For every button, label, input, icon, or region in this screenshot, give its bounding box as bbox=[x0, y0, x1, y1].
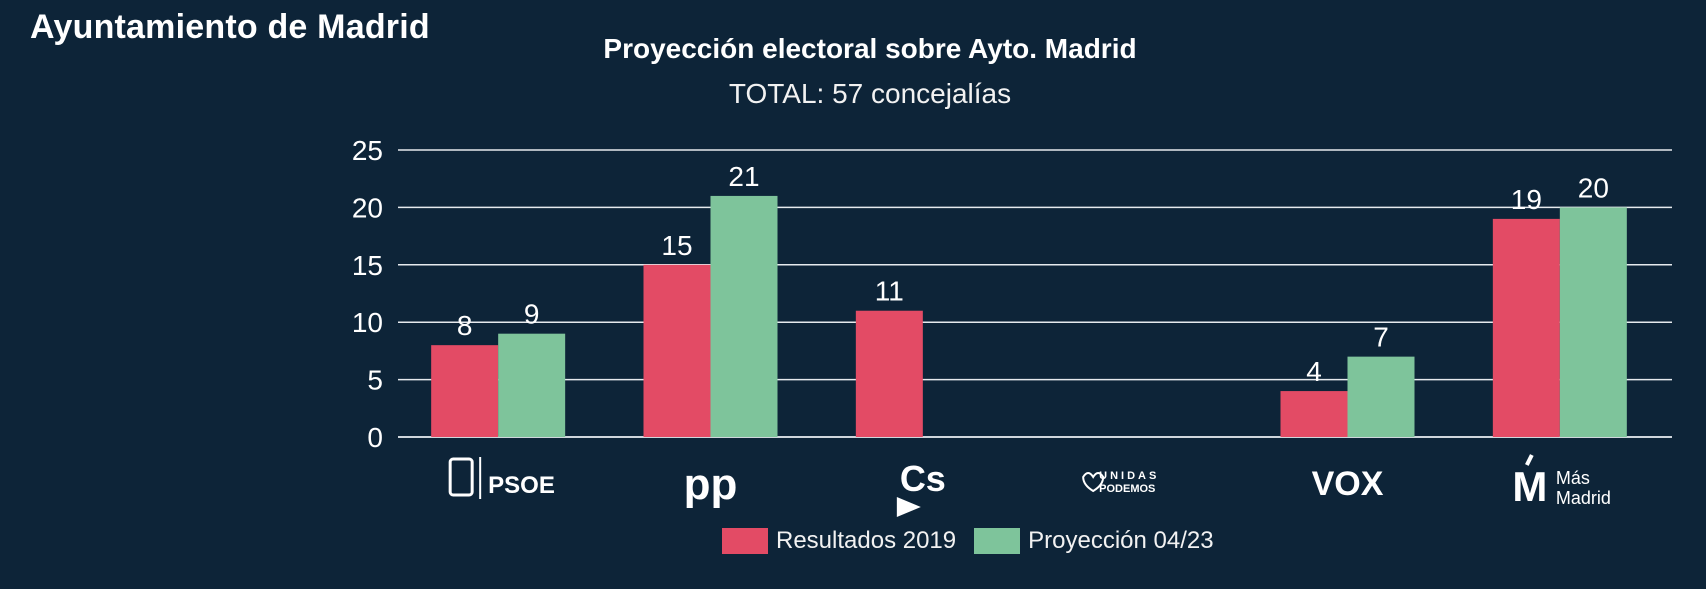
mas-text: Más bbox=[1556, 468, 1590, 488]
legend-swatch-proyeccion-04-23 bbox=[974, 528, 1021, 554]
unidas-text: UNIDAS bbox=[1099, 470, 1159, 482]
heart-icon bbox=[1082, 472, 1105, 493]
data-label: 11 bbox=[875, 276, 904, 307]
data-label: 21 bbox=[728, 161, 759, 192]
bar-psoe-series-1 bbox=[498, 333, 566, 437]
legend-label-resultados-2019: Resultados 2019 bbox=[776, 527, 957, 554]
madrid-text: Madrid bbox=[1556, 488, 1611, 508]
mas-madrid-m-icon: M bbox=[1512, 463, 1547, 510]
y-tick-label: 15 bbox=[352, 250, 383, 281]
psoe-rose-icon bbox=[448, 457, 474, 497]
bar-pp-series-0 bbox=[643, 264, 711, 437]
pp-logo: pp bbox=[684, 460, 738, 509]
data-label: 4 bbox=[1306, 356, 1322, 387]
cs-logo: Cs bbox=[896, 458, 946, 517]
bar-psoe-series-0 bbox=[431, 345, 499, 437]
data-label: 20 bbox=[1578, 172, 1609, 203]
data-label: 19 bbox=[1511, 184, 1542, 215]
vox-logo: VOX bbox=[1312, 465, 1384, 503]
y-tick-label: 20 bbox=[352, 192, 383, 223]
cs-logo-text: Cs bbox=[900, 458, 946, 499]
bar-chart: 0 5 10 15 20 25 8 9 15 21 11 4 7 19 20 PSOE pp Cs UNIDASPO… bbox=[352, 135, 1672, 517]
cs-triangle-icon bbox=[896, 497, 921, 517]
bar-pp-series-1 bbox=[710, 195, 778, 437]
y-tick-label: 25 bbox=[352, 135, 383, 166]
chart-title: Proyección electoral sobre Ayto. Madrid bbox=[603, 33, 1137, 64]
bar-cs-series-0 bbox=[855, 310, 923, 437]
psoe-logo-text: PSOE bbox=[488, 472, 555, 499]
legend-item-resultados-2019: Resultados 2019 bbox=[722, 527, 956, 555]
mas-madrid-accent bbox=[1525, 454, 1534, 466]
bar-vox-series-0 bbox=[1280, 391, 1348, 437]
bar-vox-series-1 bbox=[1347, 356, 1415, 437]
y-tick-label: 0 bbox=[367, 422, 383, 453]
psoe-logo: PSOE bbox=[448, 457, 555, 499]
y-tick-label: 10 bbox=[352, 307, 383, 338]
legend-swatch-resultados-2019 bbox=[722, 528, 768, 554]
vox-logo-text: VOX bbox=[1312, 465, 1384, 503]
data-label: 9 bbox=[524, 299, 540, 330]
pp-logo-text: pp bbox=[684, 460, 738, 509]
legend: Resultados 2019 Proyección 04/23 bbox=[722, 527, 1214, 555]
bar-más-madrid-series-0 bbox=[1492, 218, 1560, 437]
bar-más-madrid-series-1 bbox=[1559, 207, 1627, 437]
data-label: 7 bbox=[1373, 322, 1389, 353]
chart-subtitle: TOTAL: 57 concejalías bbox=[728, 78, 1012, 109]
data-label: 8 bbox=[457, 310, 473, 341]
data-label: 15 bbox=[661, 230, 692, 261]
page-heading: Ayuntamiento de Madrid bbox=[30, 8, 430, 46]
y-tick-label: 5 bbox=[367, 365, 383, 396]
podemos-text: PODEMOS bbox=[1099, 483, 1155, 495]
legend-item-proyeccion-04-23: Proyección 04/23 bbox=[974, 527, 1214, 555]
legend-label-proyeccion-04-23: Proyección 04/23 bbox=[1028, 527, 1214, 554]
